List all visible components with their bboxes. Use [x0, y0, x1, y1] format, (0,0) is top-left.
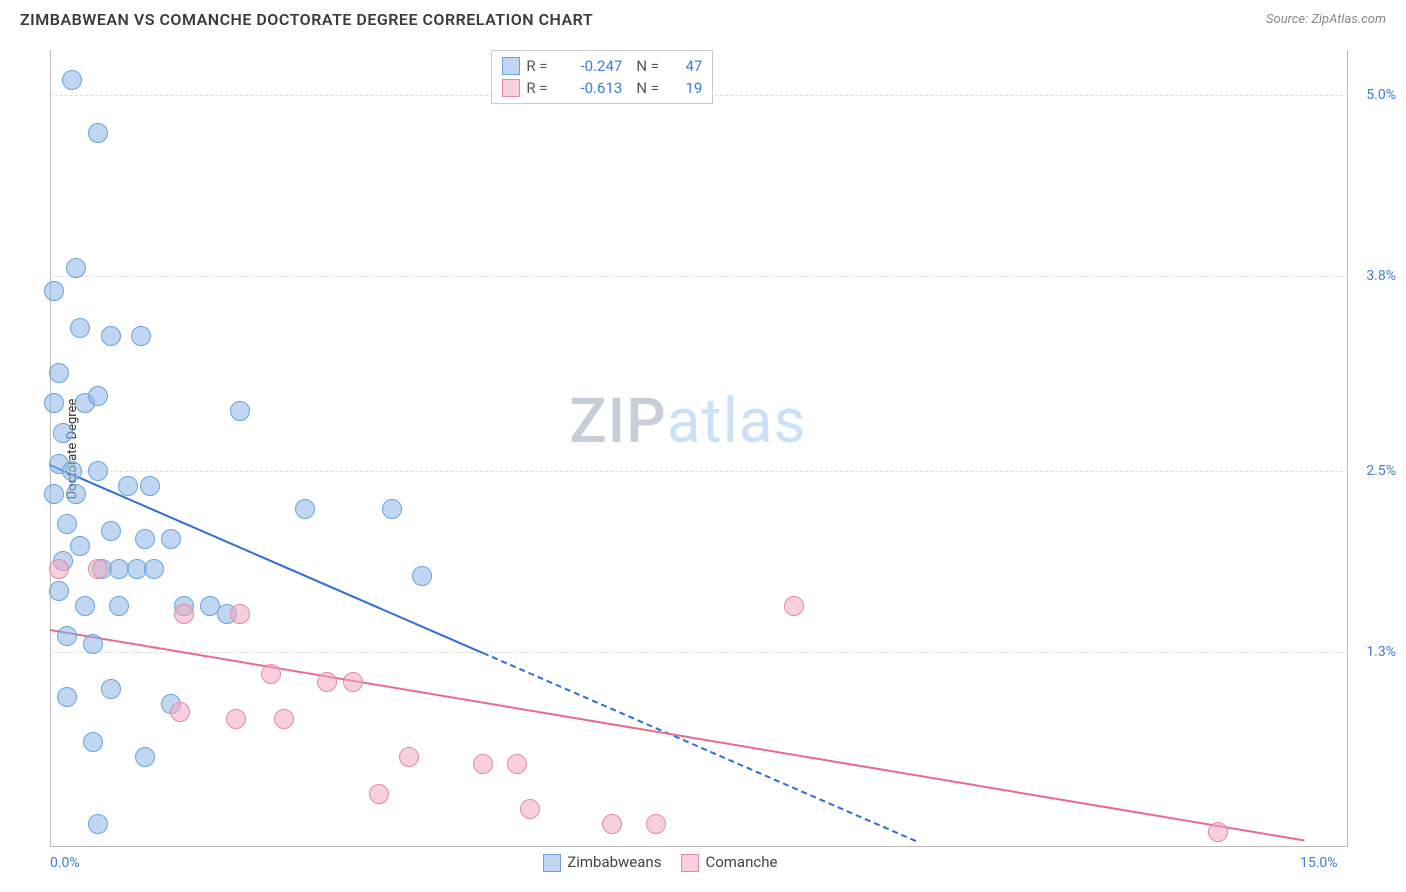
data-point: [230, 604, 250, 624]
data-point: [399, 747, 419, 767]
data-point: [1208, 822, 1228, 842]
data-point: [62, 70, 82, 90]
data-point: [66, 484, 86, 504]
y-tick-label: 5.0%: [1352, 87, 1396, 103]
data-point: [295, 499, 315, 519]
data-point: [382, 499, 402, 519]
data-point: [261, 664, 281, 684]
data-point: [174, 604, 194, 624]
data-point: [49, 581, 69, 601]
data-point: [49, 559, 69, 579]
legend-r-label: R =: [526, 57, 556, 75]
legend-series-name: Comanche: [705, 853, 777, 871]
data-point: [62, 461, 82, 481]
data-point: [109, 596, 129, 616]
data-point: [57, 626, 77, 646]
y-tick-label: 1.3%: [1352, 644, 1396, 660]
data-point: [53, 423, 73, 443]
data-point: [646, 814, 666, 834]
data-point: [170, 702, 190, 722]
data-point: [70, 536, 90, 556]
legend-swatch: [502, 79, 520, 97]
watermark: ZIPatlas: [569, 385, 806, 458]
data-point: [369, 784, 389, 804]
data-point: [57, 687, 77, 707]
legend-r-value: -0.247: [562, 57, 622, 75]
data-point: [44, 393, 64, 413]
gridline: [50, 471, 1348, 472]
data-point: [412, 566, 432, 586]
source-link[interactable]: ZipAtlas.com: [1311, 12, 1386, 27]
data-point: [140, 476, 160, 496]
data-point: [88, 559, 108, 579]
data-point: [602, 814, 622, 834]
data-point: [57, 514, 77, 534]
chart-title: ZIMBABWEAN VS COMANCHE DOCTORATE DEGREE …: [20, 10, 593, 29]
data-point: [70, 318, 90, 338]
gridline: [50, 276, 1348, 277]
data-point: [75, 596, 95, 616]
source-label: Source: ZipAtlas.com: [1266, 12, 1386, 27]
data-point: [101, 521, 121, 541]
legend-n-value: 47: [672, 57, 702, 75]
data-point: [83, 634, 103, 654]
data-point: [230, 401, 250, 421]
data-point: [44, 281, 64, 301]
data-point: [135, 747, 155, 767]
data-point: [144, 559, 164, 579]
legend-swatch: [543, 854, 561, 872]
y-tick-label: 3.8%: [1352, 268, 1396, 284]
data-point: [784, 596, 804, 616]
data-point: [135, 529, 155, 549]
legend-item: Comanche: [681, 853, 777, 872]
legend-n-label: N =: [636, 57, 666, 75]
data-point: [161, 529, 181, 549]
legend-swatch: [681, 854, 699, 872]
legend-swatch: [502, 57, 520, 75]
x-tick-label: 0.0%: [50, 855, 80, 871]
data-point: [343, 672, 363, 692]
correlation-legend: R = -0.247 N = 47 R = -0.613 N = 19: [491, 50, 713, 104]
data-point: [101, 679, 121, 699]
data-point: [131, 326, 151, 346]
y-axis-left: [50, 50, 51, 847]
data-point: [520, 799, 540, 819]
legend-r-label: R =: [526, 79, 556, 97]
data-point: [49, 363, 69, 383]
legend-r-value: -0.613: [562, 79, 622, 97]
gridline: [50, 652, 1348, 653]
regression-line: [50, 629, 1305, 841]
data-point: [83, 732, 103, 752]
legend-n-label: N =: [636, 79, 666, 97]
data-point: [507, 754, 527, 774]
y-axis-right: [1347, 50, 1348, 847]
data-point: [88, 461, 108, 481]
data-point: [88, 123, 108, 143]
data-point: [473, 754, 493, 774]
legend-item: Zimbabweans: [543, 853, 661, 872]
data-point: [44, 484, 64, 504]
data-point: [66, 258, 86, 278]
x-axis: [50, 846, 1348, 847]
data-point: [88, 386, 108, 406]
data-point: [88, 814, 108, 834]
y-tick-label: 2.5%: [1352, 463, 1396, 479]
legend-n-value: 19: [672, 79, 702, 97]
data-point: [101, 326, 121, 346]
data-point: [118, 476, 138, 496]
data-point: [226, 709, 246, 729]
series-legend: Zimbabweans Comanche: [543, 853, 777, 872]
regression-line: [482, 652, 915, 842]
legend-series-name: Zimbabweans: [567, 853, 661, 871]
data-point: [317, 672, 337, 692]
scatter-chart: Doctorate Degree 1.3%2.5%3.8%5.0%0.0%15.…: [50, 50, 1396, 847]
data-point: [274, 709, 294, 729]
x-tick-label: 15.0%: [1300, 855, 1338, 871]
